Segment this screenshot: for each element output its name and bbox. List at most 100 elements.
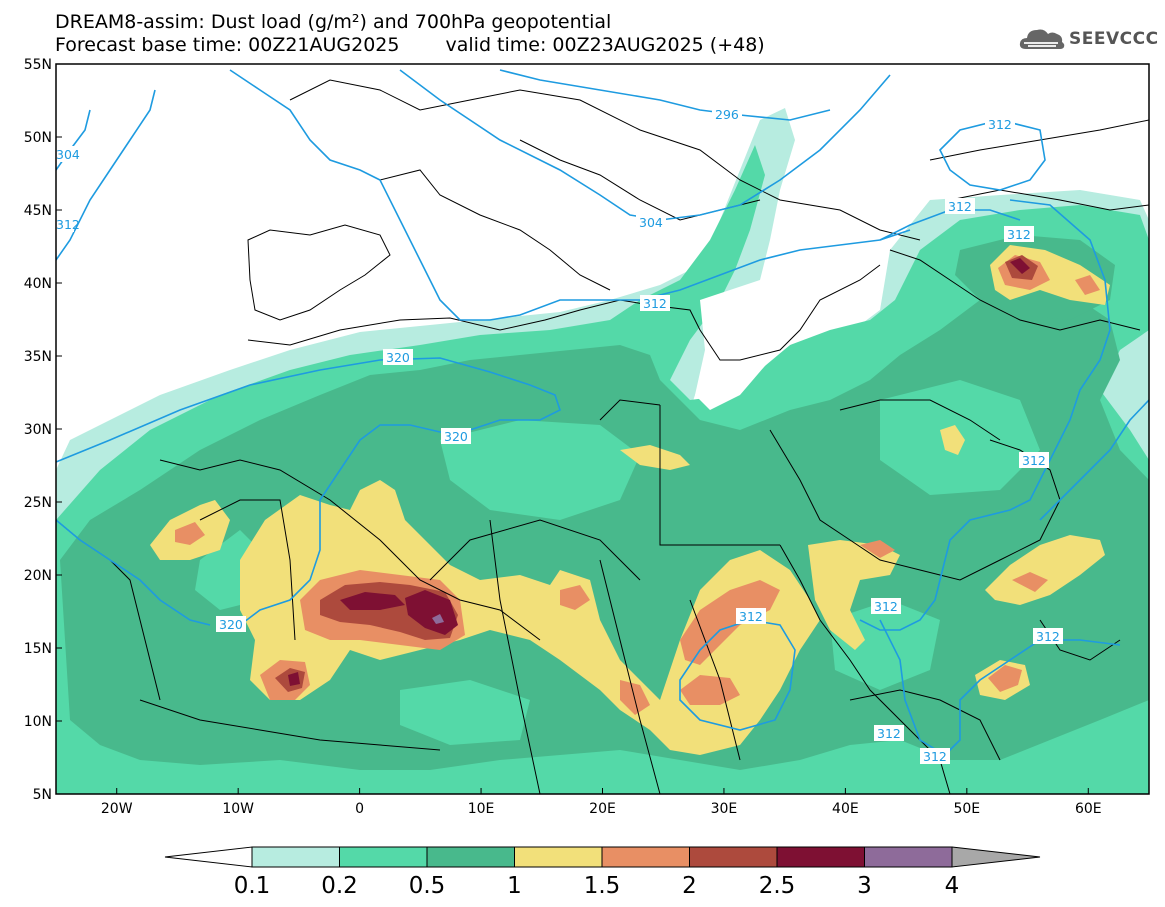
contour-label-text: 312 (643, 296, 667, 311)
dust-level-1 (808, 540, 900, 650)
contour-label-320: 320 (216, 616, 246, 632)
forecast-base-time: Forecast base time: 00Z21AUG2025 (55, 34, 400, 56)
lat-tick-label: 40N (24, 276, 52, 292)
colorbar-label: 0.1 (234, 873, 271, 899)
lon-tick-label: 40E (832, 801, 859, 817)
lon-tick-label: 50E (953, 801, 980, 817)
map-subtitle: Forecast base time: 00Z21AUG2025 valid ti… (55, 35, 765, 55)
dust-level-1 (620, 445, 690, 470)
contour-label-304: 304 (56, 146, 80, 162)
contour-label-text: 312 (56, 217, 80, 232)
contour-label-312: 312 (1004, 226, 1034, 242)
lat-tick-label: 30N (24, 422, 52, 438)
lat-tick-label: 55N (24, 57, 52, 73)
dust-level-1.5 (680, 580, 780, 665)
valid-time: valid time: 00Z23AUG2025 (+48) (445, 34, 765, 56)
contour-label-text: 296 (715, 107, 739, 122)
dust-level-0.2 (400, 680, 530, 745)
clear-area (695, 275, 860, 410)
contour-labels: 296 312 312 304 312 320 320 320 312 312 … (56, 106, 1063, 764)
logo-text: SEEVCCC (1069, 29, 1159, 49)
lat-tick-label: 10N (24, 714, 52, 730)
contour-label-text: 312 (739, 609, 763, 624)
contour-label-text: 312 (874, 599, 898, 614)
contour-label-312: 312 (56, 216, 80, 232)
colorbar-label: 1 (507, 873, 522, 899)
contour-label-312: 312 (640, 295, 670, 311)
colorbar-bin (601, 846, 690, 868)
dust-level-1.5 (1012, 572, 1048, 592)
seevccc-logo: SEEVCCC (1018, 24, 1159, 54)
contour-label-text: 312 (1022, 453, 1046, 468)
lat-tick-label: 20N (24, 568, 52, 584)
map-area: 296 312 312 304 312 320 320 320 312 312 … (56, 64, 1149, 794)
contour-label-312: 312 (1033, 628, 1063, 644)
dust-level-1.5 (175, 522, 205, 545)
cloud-icon (1019, 29, 1065, 49)
contour-label-304: 304 (636, 214, 666, 230)
dust-level-0.2 (830, 600, 940, 690)
lat-tick-label: 25N (24, 495, 52, 511)
contour-label-296: 296 (712, 106, 742, 122)
latitude-axis: 55N 50N 45N 40N 35N 30N 25N 20N 15N 10N 5N (24, 57, 62, 803)
dust-level-1.5 (620, 680, 650, 715)
contour-label-320: 320 (383, 349, 413, 365)
dust-level-0.2 (440, 420, 640, 520)
dust-level-1.5 (680, 675, 740, 705)
contour-label-text: 312 (877, 726, 901, 741)
lat-tick-label: 50N (24, 130, 52, 146)
dust-level-1.5 (860, 540, 895, 558)
lon-tick-label: 30E (711, 801, 738, 817)
contour-label-text: 320 (219, 617, 243, 632)
lon-tick-label: 10W (222, 801, 254, 817)
colorbar-bin (689, 846, 778, 868)
dust-field (56, 108, 1149, 794)
contour-label-text: 304 (56, 147, 80, 162)
colorbar-label: 2 (682, 873, 697, 899)
lon-tick-label: 20E (589, 801, 616, 817)
colorbar-labels: 0.1 0.2 0.5 1 1.5 2 2.5 3 4 (234, 873, 960, 899)
dust-level-2.5 (405, 590, 458, 635)
lat-tick-label: 45N (24, 203, 52, 219)
lon-tick-label: 20W (101, 801, 133, 817)
contour-label-312: 312 (920, 748, 950, 764)
dust-level-2.5 (340, 592, 405, 610)
dust-level-1.5 (1075, 275, 1100, 295)
longitude-axis: 20W 10W 0 10E 20E 30E 40E 50E 60E (101, 788, 1102, 817)
contour-label-text: 312 (923, 749, 947, 764)
lon-tick-label: 0 (355, 801, 364, 817)
colorbar-bin (864, 846, 953, 868)
colorbar-label: 4 (945, 873, 960, 899)
lat-tick-label: 15N (24, 641, 52, 657)
dust-level-3 (432, 614, 444, 624)
colorbar-label: 0.2 (321, 873, 358, 899)
colorbar-label: 0.5 (409, 873, 446, 899)
contour-label-text: 312 (948, 199, 972, 214)
map-title: DREAM8-assim: Dust load (g/m²) and 700hP… (55, 11, 612, 33)
dust-level-1 (985, 535, 1105, 605)
contour-label-text: 320 (444, 429, 468, 444)
dust-level-1 (240, 480, 820, 755)
contour-label-text: 304 (639, 215, 663, 230)
colorbar-above-triangle (951, 846, 1041, 868)
lon-tick-label: 10E (468, 801, 495, 817)
dust-level-2.5 (288, 672, 300, 686)
colorbar-label: 1.5 (584, 873, 621, 899)
colorbar-label: 2.5 (759, 873, 796, 899)
colorbar: 0.1 0.2 0.5 1 1.5 2 2.5 3 4 (164, 846, 1041, 899)
lat-tick-label: 35N (24, 349, 52, 365)
colorbar-below-triangle (164, 846, 253, 868)
contour-label-text: 312 (1036, 629, 1060, 644)
contour-label-312: 312 (945, 198, 975, 214)
contour-label-text: 312 (988, 117, 1012, 132)
colorbar-bins (251, 846, 953, 868)
colorbar-bin (514, 846, 603, 868)
colorbar-bin (426, 846, 515, 868)
contour-label-312: 312 (736, 608, 766, 624)
contour-label-312: 312 (871, 598, 901, 614)
lon-tick-label: 60E (1075, 801, 1102, 817)
contour-label-312: 312 (1019, 452, 1049, 468)
dust-level-1.5 (560, 585, 590, 610)
lat-tick-label: 5N (33, 787, 52, 803)
